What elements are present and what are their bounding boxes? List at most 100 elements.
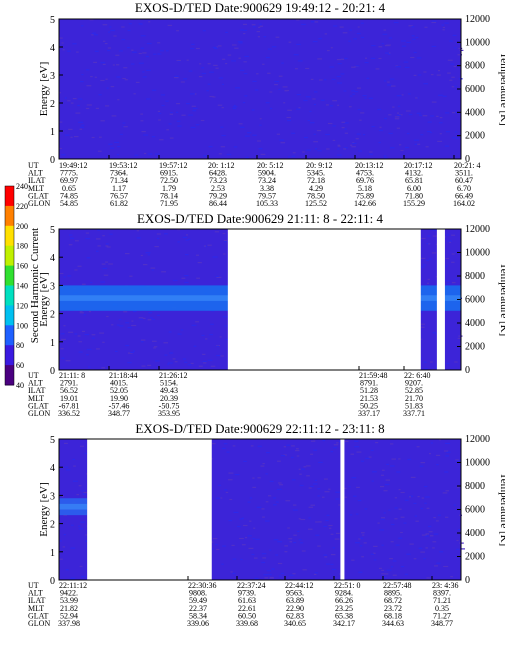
ephemeris-value: 9422.: [60, 589, 78, 598]
ephemeris-value: 20:13:12: [355, 161, 383, 170]
colorbar-segment: [5, 365, 14, 386]
ephemeris-value: 49.43: [160, 386, 178, 395]
ephemeris-value: 19.90: [110, 394, 128, 403]
enhancement-band-core: [59, 503, 88, 510]
ephemeris-value: 353.95: [158, 409, 180, 418]
ephemeris-value: 164.02: [453, 199, 475, 208]
y2-tick-label: 0: [465, 154, 470, 165]
y-tick-label: 4: [50, 463, 55, 474]
y-tick-label: 4: [50, 253, 55, 264]
ephemeris-value: 155.29: [403, 199, 425, 208]
ephemeris-row-label: GLON: [28, 199, 50, 208]
ephemeris-value: 21:11: 8: [59, 371, 85, 380]
ephemeris-value: 78.14: [160, 191, 178, 200]
ephemeris-value: 79.29: [209, 191, 227, 200]
ephemeris-value: 20: 1:12: [208, 161, 234, 170]
ephemeris-value: 22:37:24: [237, 581, 265, 590]
ephemeris-value: 66.49: [455, 191, 473, 200]
ephemeris-value: 20:21: 4: [454, 161, 480, 170]
ephemeris-value: 68.18: [384, 611, 402, 620]
ephemeris-value: 8895.: [384, 589, 402, 598]
colorbar-segment: [5, 345, 14, 366]
y2-tick-label: 4000: [465, 318, 485, 329]
y2-tick-label: 10000: [465, 37, 490, 48]
ephemeris-value: 339.06: [187, 619, 209, 628]
ephemeris-value: 9284.: [335, 589, 353, 598]
ephemeris-value: 8791.: [360, 379, 378, 388]
ephemeris-value: 20:17:12: [404, 161, 432, 170]
ephemeris-value: 71.21: [433, 596, 451, 605]
ephemeris-value: 79.57: [258, 191, 276, 200]
colorbar-segment: [5, 225, 14, 247]
y2-tick-label: 8000: [465, 61, 485, 72]
spectrogram-panel-2: EXOS-D/TED Date:900629 21:11: 8 - 22:11:…: [28, 211, 505, 418]
ephemeris-value: 54.85: [60, 199, 78, 208]
ephemeris-value: 22.61: [238, 604, 256, 613]
spectrogram-panel-1: EXOS-D/TED Date:900629 19:49:12 - 20:21:…: [28, 0, 505, 208]
ephemeris-value: 71.80: [405, 191, 423, 200]
ephemeris-value: 3511.: [455, 169, 473, 178]
y2-tick-label: 4000: [465, 107, 485, 118]
ephemeris-value: 21.70: [405, 394, 423, 403]
y2-tick-label: 10000: [465, 248, 490, 259]
ephemeris-value: 9808.: [189, 589, 207, 598]
noise-texture: [59, 19, 464, 159]
ephemeris-value: 68.72: [384, 596, 402, 605]
ephemeris-value: 2.53: [211, 184, 225, 193]
spectrogram-panel-3: EXOS-D/TED Date:900629 22:11:12 - 23:11:…: [28, 421, 505, 628]
ephemeris-value: 339.68: [236, 619, 258, 628]
y2-tick-label: 4000: [465, 528, 485, 539]
colorbar-tick-label: 200: [16, 222, 28, 231]
y-tick-label: 0: [50, 366, 55, 377]
y2-tick-label: 12000: [465, 434, 490, 445]
ephemeris-value: 20: 9:12: [306, 161, 332, 170]
ephemeris-value: 73.24: [258, 176, 276, 185]
ephemeris-value: 4.29: [309, 184, 323, 193]
ephemeris-row-label: GLAT: [28, 611, 49, 620]
ephemeris-row-label: GLON: [28, 409, 50, 418]
y-tick-label: 5: [50, 225, 55, 236]
ephemeris-value: 9207.: [405, 379, 423, 388]
ephemeris-value: 21.53: [360, 394, 378, 403]
colorbar-tick-label: 240: [16, 182, 28, 191]
ephemeris-row-label: GLON: [28, 619, 50, 628]
y-tick-label: 0: [50, 155, 55, 166]
ephemeris-value: 105.33: [256, 199, 278, 208]
colorbar-tick-label: 120: [16, 301, 28, 310]
colorbar-segment: [5, 186, 14, 207]
ephemeris-value: 23.72: [384, 604, 402, 613]
ephemeris-value: 22:30:36: [188, 581, 216, 590]
ephemeris-value: 60.50: [238, 611, 256, 620]
colorbar-tick-label: 60: [16, 361, 24, 370]
y2-tick-label: 2000: [465, 131, 485, 142]
y2-tick-label: 2000: [465, 342, 485, 353]
ephemeris-value: -67.81: [59, 401, 80, 410]
ephemeris-value: 5904.: [258, 169, 276, 178]
ephemeris-value: 65.81: [405, 176, 423, 185]
data-gap: [87, 439, 212, 580]
ephemeris-value: 22.37: [189, 604, 207, 613]
y-tick-label: 2: [50, 310, 55, 321]
y-tick-label: 4: [50, 43, 55, 54]
ephemeris-value: 0.35: [435, 604, 449, 613]
y-tick-label: 1: [50, 338, 55, 349]
ephemeris-value: 51.28: [360, 386, 378, 395]
ephemeris-value: 22: 6:40: [404, 371, 430, 380]
ephemeris-value: 19:53:12: [109, 161, 137, 170]
colorbar-segment: [5, 245, 14, 267]
plot-area: [59, 19, 461, 159]
ephemeris-value: 52.05: [110, 386, 128, 395]
ephemeris-row-label: ILAT: [28, 596, 45, 605]
ephemeris-row-label: ALT: [28, 169, 43, 178]
ephemeris-value: 21:59:48: [359, 371, 387, 380]
ephemeris-value: 72.18: [307, 176, 325, 185]
ephemeris-row-label: ALT: [28, 379, 43, 388]
ephemeris-value: 19.01: [60, 394, 78, 403]
ephemeris-value: 21:18:44: [109, 371, 137, 380]
ephemeris-row-label: UT: [28, 581, 39, 590]
ephemeris-value: 61.63: [238, 596, 256, 605]
y-tick-label: 1: [50, 548, 55, 559]
y-axis-label: Energy [eV]: [38, 272, 50, 326]
